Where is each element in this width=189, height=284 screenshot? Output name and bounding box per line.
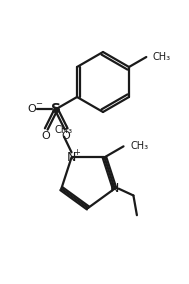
Text: O: O (28, 104, 37, 114)
Text: CH₃: CH₃ (55, 125, 73, 135)
Text: CH₃: CH₃ (152, 52, 170, 62)
Text: +: + (73, 148, 80, 157)
Text: O: O (62, 131, 71, 141)
Text: −: − (35, 99, 42, 108)
Text: CH₃: CH₃ (131, 141, 149, 151)
Text: N: N (110, 182, 119, 195)
Text: O: O (42, 131, 51, 141)
Text: N: N (67, 151, 76, 164)
Text: S: S (51, 102, 61, 116)
